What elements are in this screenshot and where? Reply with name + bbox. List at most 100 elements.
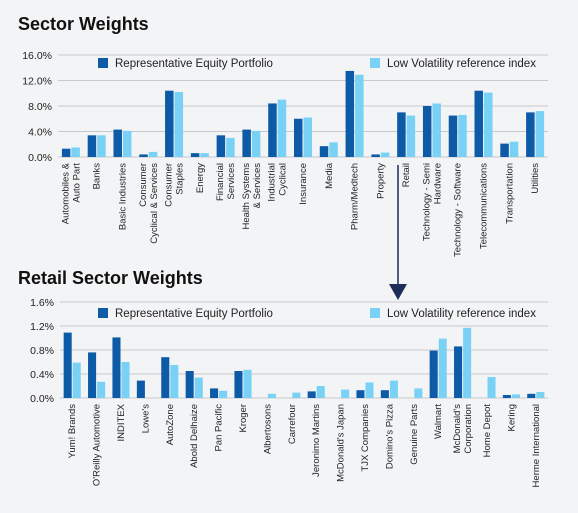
bar-portfolio <box>242 129 251 157</box>
y-tick-label: 12.0% <box>22 76 52 88</box>
bar-portfolio <box>397 112 406 157</box>
bar-portfolio <box>371 154 380 157</box>
bar-portfolio <box>422 106 432 157</box>
bar-benchmark <box>316 386 325 398</box>
x-category-label: Property <box>375 163 386 199</box>
bar-portfolio <box>88 352 97 398</box>
x-category-label: Home Depot <box>482 404 493 458</box>
bar-benchmark <box>72 362 81 398</box>
bar-portfolio <box>500 143 509 157</box>
x-category-label: Kroger <box>238 404 249 433</box>
x-category-label: Cyclical & Services <box>149 163 160 244</box>
bar-portfolio <box>113 129 122 157</box>
bar-benchmark <box>121 362 130 398</box>
y-tick-label: 0.4% <box>30 369 54 381</box>
y-tick-label: 0.0% <box>28 152 52 164</box>
bar-benchmark <box>194 377 203 398</box>
bar-benchmark <box>509 141 519 157</box>
x-category-label: Staples <box>175 163 186 195</box>
bar-benchmark <box>71 147 80 157</box>
x-category-label: Transportation <box>504 163 515 224</box>
bar-portfolio <box>112 337 121 398</box>
bar-portfolio <box>319 146 329 157</box>
bar-portfolio <box>139 154 148 157</box>
bar-portfolio <box>268 103 277 157</box>
x-category-label: Energy <box>195 163 206 193</box>
x-category-label: Pharm/Medtech <box>350 163 361 230</box>
x-category-label: O'Reilly Automotive <box>92 404 103 486</box>
bar-portfolio <box>526 112 535 157</box>
bar-portfolio <box>345 70 355 157</box>
x-category-label: Abold Delhaize <box>189 404 200 468</box>
legend-swatch <box>370 308 380 318</box>
x-category-label: Services <box>226 163 237 200</box>
bar-portfolio <box>63 332 72 398</box>
y-tick-label: 1.2% <box>30 321 54 333</box>
x-category-label: Herme International <box>531 404 542 487</box>
x-category-label: & Services <box>252 163 263 209</box>
y-tick-label: 1.6% <box>30 297 54 309</box>
bar-portfolio <box>216 135 226 157</box>
legend-label: Low Volatility reference index <box>387 308 536 320</box>
x-category-label: Albertosons <box>262 404 273 454</box>
bar-benchmark <box>484 92 493 157</box>
x-category-label: Auto Part <box>71 163 82 203</box>
x-category-label: Retail <box>401 163 412 187</box>
x-category-label: Automobiles & <box>60 162 71 224</box>
bar-benchmark <box>458 114 467 157</box>
x-category-label: McDonald's <box>452 404 463 454</box>
bar-portfolio <box>136 380 145 398</box>
x-category-label: Walmart <box>433 404 444 439</box>
bar-benchmark <box>148 151 158 157</box>
x-category-label: Basic Industries <box>117 163 128 230</box>
bar-portfolio <box>429 350 438 398</box>
retail-sector-weights-title: Retail Sector Weights <box>18 268 203 288</box>
x-category-label: Yum! Brands <box>67 404 78 459</box>
bar-benchmark <box>277 99 287 157</box>
bar-benchmark <box>432 103 441 157</box>
legend-label: Representative Equity Portfolio <box>115 308 273 320</box>
bar-portfolio <box>474 90 484 157</box>
bar-portfolio <box>234 371 243 398</box>
y-tick-label: 8.0% <box>28 101 52 113</box>
sector-weights-title: Sector Weights <box>18 14 149 34</box>
y-tick-label: 0.8% <box>30 345 54 357</box>
x-category-label: AutoZone <box>165 404 176 445</box>
bar-benchmark <box>341 389 350 398</box>
x-category-label: McDonald's Japan <box>336 404 347 482</box>
x-category-label: Jeronimo Martins <box>311 404 322 477</box>
x-category-label: Telecommunications <box>479 163 490 249</box>
bar-portfolio <box>165 90 174 157</box>
bar-portfolio <box>502 395 511 398</box>
x-category-label: Cyclical <box>278 163 289 196</box>
bar-benchmark <box>329 142 338 157</box>
bar-portfolio <box>61 148 71 157</box>
bar-portfolio <box>185 371 194 398</box>
bar-portfolio <box>448 115 458 157</box>
x-category-label: Genuine Parts <box>409 404 420 465</box>
x-category-label: Financial <box>215 163 226 201</box>
bar-benchmark <box>365 382 374 398</box>
bar-benchmark <box>174 91 184 157</box>
x-category-label: Technology - Software <box>453 163 464 257</box>
bar-benchmark <box>389 380 398 398</box>
bar-benchmark <box>122 130 132 157</box>
bar-benchmark <box>438 338 447 398</box>
legend-swatch <box>98 58 108 68</box>
bar-benchmark <box>487 377 496 398</box>
bar-benchmark <box>243 369 252 398</box>
bar-benchmark <box>535 111 545 157</box>
legend-label: Representative Equity Portfolio <box>115 58 273 70</box>
bar-portfolio <box>190 153 200 157</box>
y-tick-label: 16.0% <box>22 50 52 62</box>
bar-benchmark <box>414 388 423 398</box>
bar-portfolio <box>87 135 97 157</box>
bar-benchmark <box>380 152 390 157</box>
bar-portfolio <box>380 390 389 398</box>
x-category-label: Corporation <box>463 404 474 454</box>
x-category-label: INDITEX <box>116 403 127 441</box>
x-category-label: Pan Pacific <box>214 404 225 452</box>
x-category-label: Technology - Semi <box>421 163 432 241</box>
bar-portfolio <box>527 393 536 398</box>
